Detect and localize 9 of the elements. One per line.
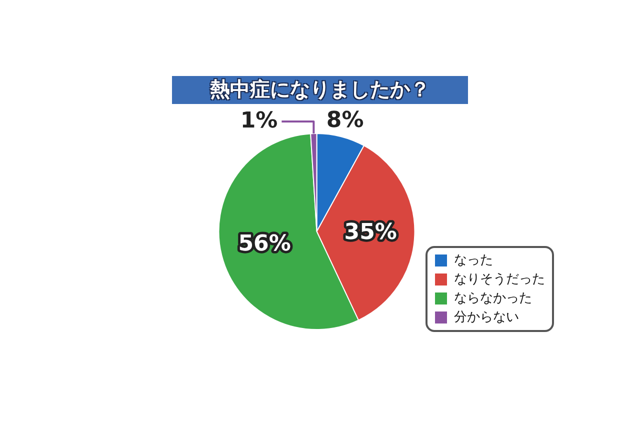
data-label: 8% xyxy=(326,108,364,133)
legend-label: なった xyxy=(454,252,493,268)
data-label: 35% xyxy=(344,220,397,245)
legend-label: 分からない xyxy=(454,310,519,325)
data-label: 1% xyxy=(240,108,278,134)
legend-label: なりそうだった xyxy=(454,272,545,287)
chart-title: 熱中症になりましたか？ xyxy=(172,76,468,104)
legend-label: ならなかった xyxy=(454,290,532,306)
data-label: 56% xyxy=(238,232,291,257)
